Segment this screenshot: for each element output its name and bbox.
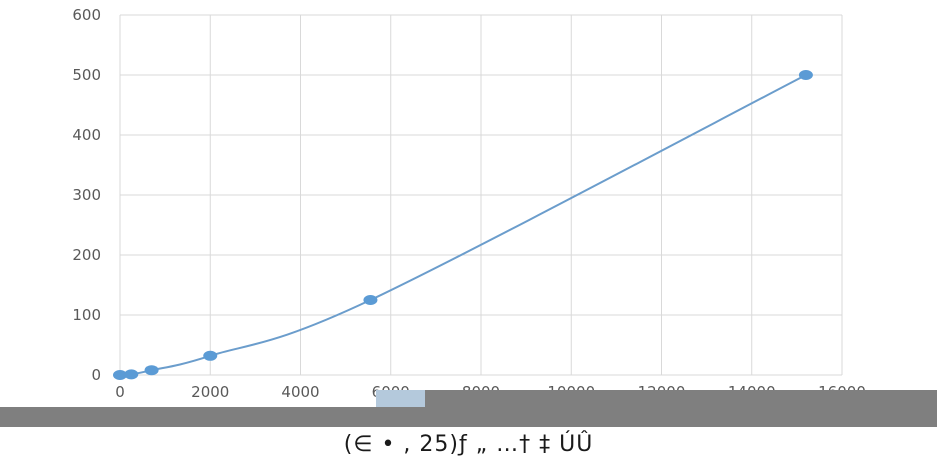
y-tick-label: 200 (72, 246, 101, 264)
y-tick-label: 100 (72, 306, 101, 324)
data-point (203, 350, 218, 361)
y-tick-label: 300 (72, 186, 101, 204)
series (113, 70, 813, 380)
y-tick-label: 600 (72, 6, 101, 24)
x-tick-label: 0 (115, 383, 125, 401)
data-point (363, 295, 378, 305)
data-point (113, 370, 127, 380)
redaction-patch (376, 390, 425, 407)
figure-caption: (∈ • , 25)ƒ „ …† ‡ ÚÛ (343, 432, 594, 457)
y-tick-label: 500 (72, 66, 101, 84)
series-line (119, 74, 807, 376)
grid (119, 14, 843, 376)
x-tick-label: 4000 (281, 383, 319, 401)
y-tick-label: 400 (72, 126, 101, 144)
x-tick-label: 2000 (191, 383, 229, 401)
data-point (798, 70, 813, 80)
y-tick-label: 0 (91, 366, 101, 384)
redaction-bar-lower (0, 407, 937, 427)
data-point (124, 369, 139, 380)
data-point (144, 365, 159, 376)
y-axis-tick-labels: 0 100 200 300 400 500 600 (72, 6, 101, 384)
redaction-bar-upper (425, 390, 937, 408)
